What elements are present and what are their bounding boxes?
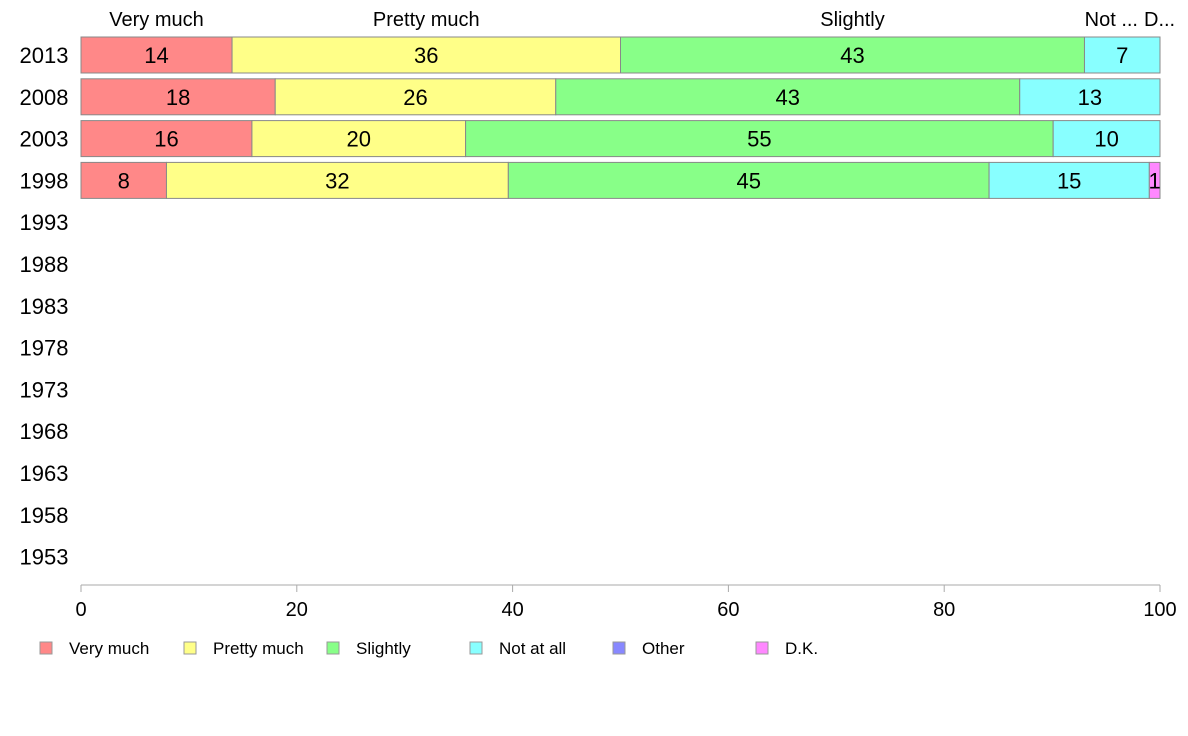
data-label: 32: [325, 168, 349, 193]
data-label: 10: [1094, 127, 1118, 152]
bar-segment: [80, 36, 233, 74]
top-label: Slightly: [820, 9, 884, 31]
top-label: D...: [1144, 9, 1175, 31]
year-label: 1963: [20, 461, 69, 486]
x-tick-label: 60: [717, 599, 739, 621]
legend-label: Other: [642, 639, 685, 658]
data-label: 14: [144, 43, 168, 68]
x-tick-label: 0: [75, 599, 86, 621]
bar-segment: [231, 36, 621, 74]
data-label: 43: [776, 85, 800, 110]
legend-swatch: [183, 641, 197, 655]
bar-segment: [274, 78, 557, 116]
data-label: 26: [403, 85, 427, 110]
data-label: 8: [118, 168, 130, 193]
legend-label: Not at all: [499, 639, 566, 658]
year-label: 1998: [20, 168, 69, 193]
year-label: 1973: [20, 377, 69, 402]
x-tick-label: 40: [501, 599, 523, 621]
bar-segment: [1148, 161, 1161, 199]
top-label: Pretty much: [373, 9, 480, 31]
legend-swatch: [326, 641, 340, 655]
data-label: 45: [736, 168, 760, 193]
legend-swatch: [612, 641, 626, 655]
bar-segment: [251, 120, 467, 158]
data-label: 43: [840, 43, 864, 68]
legend-label: Slightly: [356, 639, 411, 658]
data-label: 55: [747, 127, 771, 152]
year-label: 2013: [20, 43, 69, 68]
bar-segment: [80, 78, 276, 116]
bar-segment: [620, 36, 1085, 74]
x-tick-label: 100: [1143, 599, 1176, 621]
data-label: 18: [166, 85, 190, 110]
bar-segment: [1083, 36, 1161, 74]
data-label: 36: [414, 43, 438, 68]
year-label: 1968: [20, 419, 69, 444]
year-label: 1953: [20, 545, 69, 570]
bar-segment: [988, 161, 1150, 199]
top-label: Not ...: [1085, 9, 1138, 31]
data-label: 15: [1057, 168, 1081, 193]
legend-label: Very much: [69, 639, 149, 658]
data-label: 16: [154, 127, 178, 152]
bar-segment: [1052, 120, 1161, 158]
x-tick-label: 80: [933, 599, 955, 621]
data-label: 7: [1116, 43, 1128, 68]
bar-segment: [1019, 78, 1161, 116]
bar-segment: [80, 161, 167, 199]
legend-swatch: [469, 641, 483, 655]
year-label: 2003: [20, 127, 69, 152]
year-label: 1993: [20, 210, 69, 235]
top-label: Very much: [109, 9, 203, 31]
bar-segment: [555, 78, 1021, 116]
bar-segment: [80, 120, 253, 158]
legend-swatch: [755, 641, 769, 655]
year-label: 1988: [20, 252, 69, 277]
bar-segment: [165, 161, 509, 199]
data-label: 13: [1078, 85, 1102, 110]
legend-label: Pretty much: [213, 639, 304, 658]
year-label: 1958: [20, 503, 69, 528]
year-label: 1978: [20, 336, 69, 361]
x-tick-label: 20: [286, 599, 308, 621]
data-label: 1: [1149, 168, 1161, 193]
legend-swatch: [39, 641, 53, 655]
year-label: 1983: [20, 294, 69, 319]
year-label: 2008: [20, 85, 69, 110]
data-label: 20: [347, 127, 371, 152]
legend-label: D.K.: [785, 639, 818, 658]
